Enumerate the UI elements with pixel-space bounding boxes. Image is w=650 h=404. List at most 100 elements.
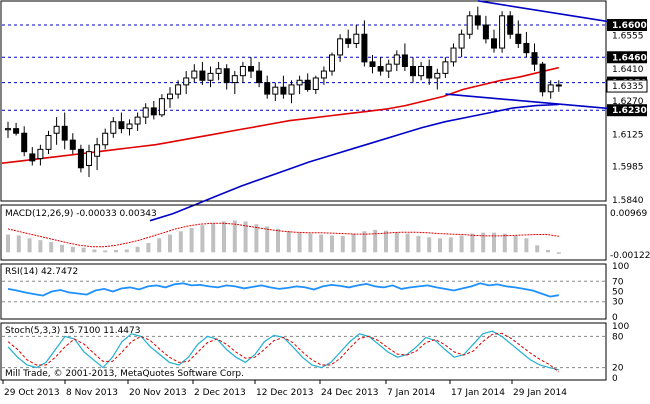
candle xyxy=(466,11,473,39)
level-label: 1.6600 xyxy=(612,21,647,31)
rsi-tick-label: 30 xyxy=(612,298,624,308)
macd-bar xyxy=(438,238,442,253)
rsi-tick-label: 50 xyxy=(612,288,624,298)
candle xyxy=(61,112,68,150)
candle xyxy=(418,61,425,81)
rsi-label: RSI(14) 42.7472 xyxy=(5,267,78,277)
price-tick-label: 1.6125 xyxy=(612,130,644,140)
candle xyxy=(239,61,246,83)
candle xyxy=(272,82,279,101)
macd-bar xyxy=(492,232,496,253)
macd-bar xyxy=(265,226,270,253)
candle xyxy=(264,75,271,99)
candle xyxy=(515,20,522,49)
macd-bar xyxy=(481,232,486,253)
macd-bar xyxy=(524,238,529,253)
candle-body xyxy=(353,33,360,44)
macd-bar xyxy=(470,233,475,253)
candle-body xyxy=(29,153,36,162)
macd-bar xyxy=(243,221,248,253)
candle-body xyxy=(45,135,52,150)
candle xyxy=(393,50,400,72)
macd-bar xyxy=(308,233,313,253)
level-label-box xyxy=(607,51,647,64)
candle xyxy=(353,25,360,49)
candle xyxy=(369,54,376,74)
candle xyxy=(37,144,44,166)
candle xyxy=(531,43,538,72)
macd-histogram xyxy=(6,220,561,254)
candle xyxy=(199,61,206,85)
macd-bar xyxy=(384,230,388,253)
copyright-text: Mill Trade, © 2001-2013, MetaQuotes Soft… xyxy=(5,369,244,379)
candle xyxy=(304,73,311,92)
candle xyxy=(69,133,76,154)
candle-body xyxy=(110,121,117,134)
macd-tick-label: 0.00969 xyxy=(610,209,647,219)
candle xyxy=(312,75,319,95)
candle-body xyxy=(207,72,214,81)
macd-bar xyxy=(416,235,421,253)
stoch-d-polyline xyxy=(7,332,560,373)
candle xyxy=(110,117,117,138)
price-tick-label: 1.5840 xyxy=(612,196,644,206)
stoch-label: Stoch(5,3,3) 15.7100 11.4473 xyxy=(5,326,140,336)
candle xyxy=(215,61,222,81)
candle-body xyxy=(280,86,287,95)
trendlines xyxy=(445,0,616,110)
macd-bar xyxy=(297,232,302,253)
candle xyxy=(150,101,157,120)
candle xyxy=(167,87,173,108)
macd-bar xyxy=(362,231,367,253)
candle xyxy=(142,103,149,125)
macd-bar xyxy=(546,249,550,253)
price-axis: 1.6555 1.6410 1.6270 1.6125 1.5985 1.5840 1.66… xyxy=(606,19,648,206)
candle xyxy=(158,94,165,118)
candle xyxy=(361,20,368,67)
candle xyxy=(499,11,506,53)
macd-bar xyxy=(448,237,453,253)
stoch-tick-label: 0 xyxy=(612,374,618,384)
candle-body xyxy=(555,84,562,87)
candle-body xyxy=(199,70,206,81)
candle xyxy=(450,43,457,67)
candle-body xyxy=(13,128,20,134)
candle-body xyxy=(150,107,157,116)
macd-bar xyxy=(178,231,183,253)
macd-bar xyxy=(405,233,410,253)
candle-body xyxy=(61,125,68,141)
candle-body xyxy=(288,84,295,95)
candle-body xyxy=(86,151,92,166)
macd-bar xyxy=(513,235,518,253)
macd-label: MACD(12,26,9) -0.00033 0.00343 xyxy=(5,209,157,219)
macd-tick-label: -0.00122 xyxy=(610,251,650,261)
candle-body xyxy=(337,38,344,56)
macd-bar xyxy=(556,252,561,254)
candle xyxy=(191,64,198,83)
macd-bar xyxy=(168,234,172,253)
time-label: 24 Dec 2013 xyxy=(321,388,379,398)
macd-bar xyxy=(16,235,21,253)
candle-body xyxy=(523,42,530,54)
macd-bar xyxy=(254,224,259,253)
candle-body xyxy=(410,65,416,77)
candle-body xyxy=(393,54,400,65)
macd-bar xyxy=(146,242,151,253)
price-pane-frame xyxy=(0,0,607,202)
candle xyxy=(442,57,449,78)
candle-body xyxy=(5,128,11,131)
stoch-tick-label: 100 xyxy=(612,322,629,332)
rsi-tick-label: 70 xyxy=(612,277,624,287)
rsi-polyline xyxy=(7,282,559,298)
candle-body xyxy=(239,65,246,77)
candlesticks xyxy=(5,6,562,177)
candle-body xyxy=(118,121,125,130)
trendline-0 xyxy=(477,0,616,24)
macd-signal-line xyxy=(7,222,559,248)
candle-body xyxy=(320,70,327,79)
rsi-line xyxy=(7,282,559,298)
candle xyxy=(507,11,514,39)
